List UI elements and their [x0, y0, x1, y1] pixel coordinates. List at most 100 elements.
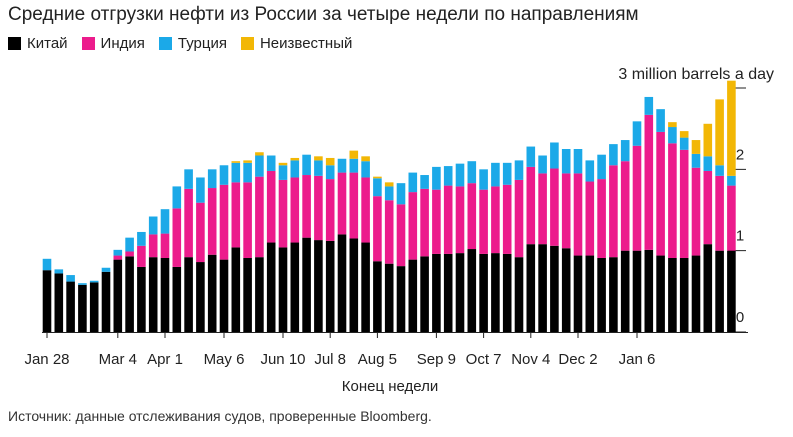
- bar-segment: [703, 123, 713, 157]
- bar-segment: [727, 80, 736, 176]
- bar-segment: [290, 157, 300, 161]
- legend-swatch-turkey: [158, 37, 172, 50]
- legend-label-unknown: Неизвестный: [259, 35, 353, 52]
- bar-segment: [184, 257, 193, 332]
- bar-segment: [196, 202, 205, 263]
- bar-segment: [656, 131, 665, 256]
- legend-swatch-china: [8, 37, 21, 50]
- bar-segment: [443, 253, 453, 332]
- bar-segment: [361, 156, 370, 162]
- bar-segment: [243, 160, 252, 163]
- bar-segment: [679, 131, 689, 138]
- bar-segment: [325, 179, 335, 241]
- bar-segment: [314, 240, 323, 332]
- bar-segment: [609, 165, 618, 258]
- bar-segment: [668, 122, 677, 128]
- bar-segment: [361, 177, 370, 243]
- bar-segment: [455, 186, 465, 254]
- bar-segment: [160, 233, 170, 258]
- bar-segment: [314, 160, 323, 176]
- x-tick-label: Jan 28: [24, 351, 69, 368]
- legend-item-india: Индия: [81, 35, 145, 52]
- bar-segment: [184, 169, 193, 189]
- bar-segment: [314, 175, 323, 241]
- bar-segment: [325, 240, 335, 332]
- bar-segment: [538, 173, 547, 245]
- bar-segment: [101, 271, 111, 332]
- x-tick-label: Nov 4: [511, 351, 550, 368]
- bar-segment: [514, 179, 524, 258]
- legend-item-turkey: Турция: [158, 35, 227, 52]
- legend-swatch-india: [81, 37, 95, 50]
- bar-segment: [538, 155, 547, 174]
- x-tick-label: Jan 6: [619, 351, 656, 368]
- bar-segment: [679, 137, 689, 150]
- legend-label-turkey: Турция: [177, 35, 227, 52]
- legend-item-china: Китай: [8, 35, 68, 52]
- bar-segment: [703, 244, 713, 332]
- bar-segment: [609, 257, 618, 332]
- bar-segment: [137, 231, 146, 246]
- x-tick-label: Dec 2: [558, 351, 597, 368]
- bar-segment: [337, 158, 347, 173]
- bar-segment: [337, 172, 347, 235]
- x-tick-label: Mar 4: [99, 351, 137, 368]
- bar-segment: [561, 248, 571, 332]
- bar-segment: [455, 253, 465, 332]
- bar-segment: [184, 188, 193, 258]
- bar-segment: [278, 179, 288, 248]
- bar-segment: [125, 237, 134, 252]
- bar-segment: [408, 259, 418, 332]
- bar-segment: [573, 149, 583, 174]
- legend-label-china: Китай: [27, 35, 68, 52]
- x-tick-label: Jun 10: [260, 351, 305, 368]
- bar-segment: [644, 249, 654, 332]
- bar-segment: [467, 161, 477, 184]
- bar-segment: [455, 163, 465, 187]
- bar-segment: [349, 150, 359, 159]
- bar-segment: [113, 259, 123, 332]
- bar-segment: [561, 173, 571, 249]
- bar-segment: [78, 283, 87, 285]
- bar-segment: [526, 166, 536, 245]
- bar-segment: [42, 258, 52, 271]
- bar-segment: [384, 263, 394, 332]
- bar-segment: [644, 96, 654, 115]
- bar-segment: [125, 251, 134, 257]
- bar-segment: [373, 176, 382, 179]
- bar-segment: [467, 249, 477, 332]
- bar-segment: [219, 259, 229, 332]
- bar-segment: [691, 140, 701, 154]
- bar-segment: [420, 188, 429, 257]
- bar-segment: [255, 257, 264, 332]
- bar-segment: [420, 175, 429, 189]
- bar-segment: [679, 149, 689, 258]
- bar-segment: [384, 182, 394, 187]
- y-tick-label: 1: [736, 228, 744, 245]
- bar-segment: [467, 183, 477, 250]
- bar-segment: [255, 176, 264, 258]
- bar-segment: [703, 156, 713, 171]
- bar-segment: [160, 257, 170, 332]
- bar-segment: [125, 256, 134, 332]
- bar-segment: [514, 257, 524, 332]
- bar-segment: [54, 269, 64, 274]
- bar-segment: [66, 281, 75, 332]
- bar-segment: [219, 165, 229, 185]
- bar-segment: [54, 273, 64, 332]
- bar-segment: [691, 167, 701, 256]
- bar-segment: [373, 261, 382, 332]
- bar-segment: [432, 253, 441, 332]
- bar-segment: [502, 253, 512, 332]
- legend-label-india: Индия: [100, 35, 145, 52]
- bar-segment: [691, 153, 701, 168]
- bar-segment: [573, 255, 583, 332]
- bar-segment: [620, 250, 630, 332]
- bar-segment: [561, 149, 571, 174]
- bar-segment: [78, 284, 87, 332]
- bar-segment: [656, 109, 665, 132]
- bar-segment: [278, 165, 288, 180]
- bar-segment: [160, 209, 170, 234]
- bar-segment: [231, 182, 241, 248]
